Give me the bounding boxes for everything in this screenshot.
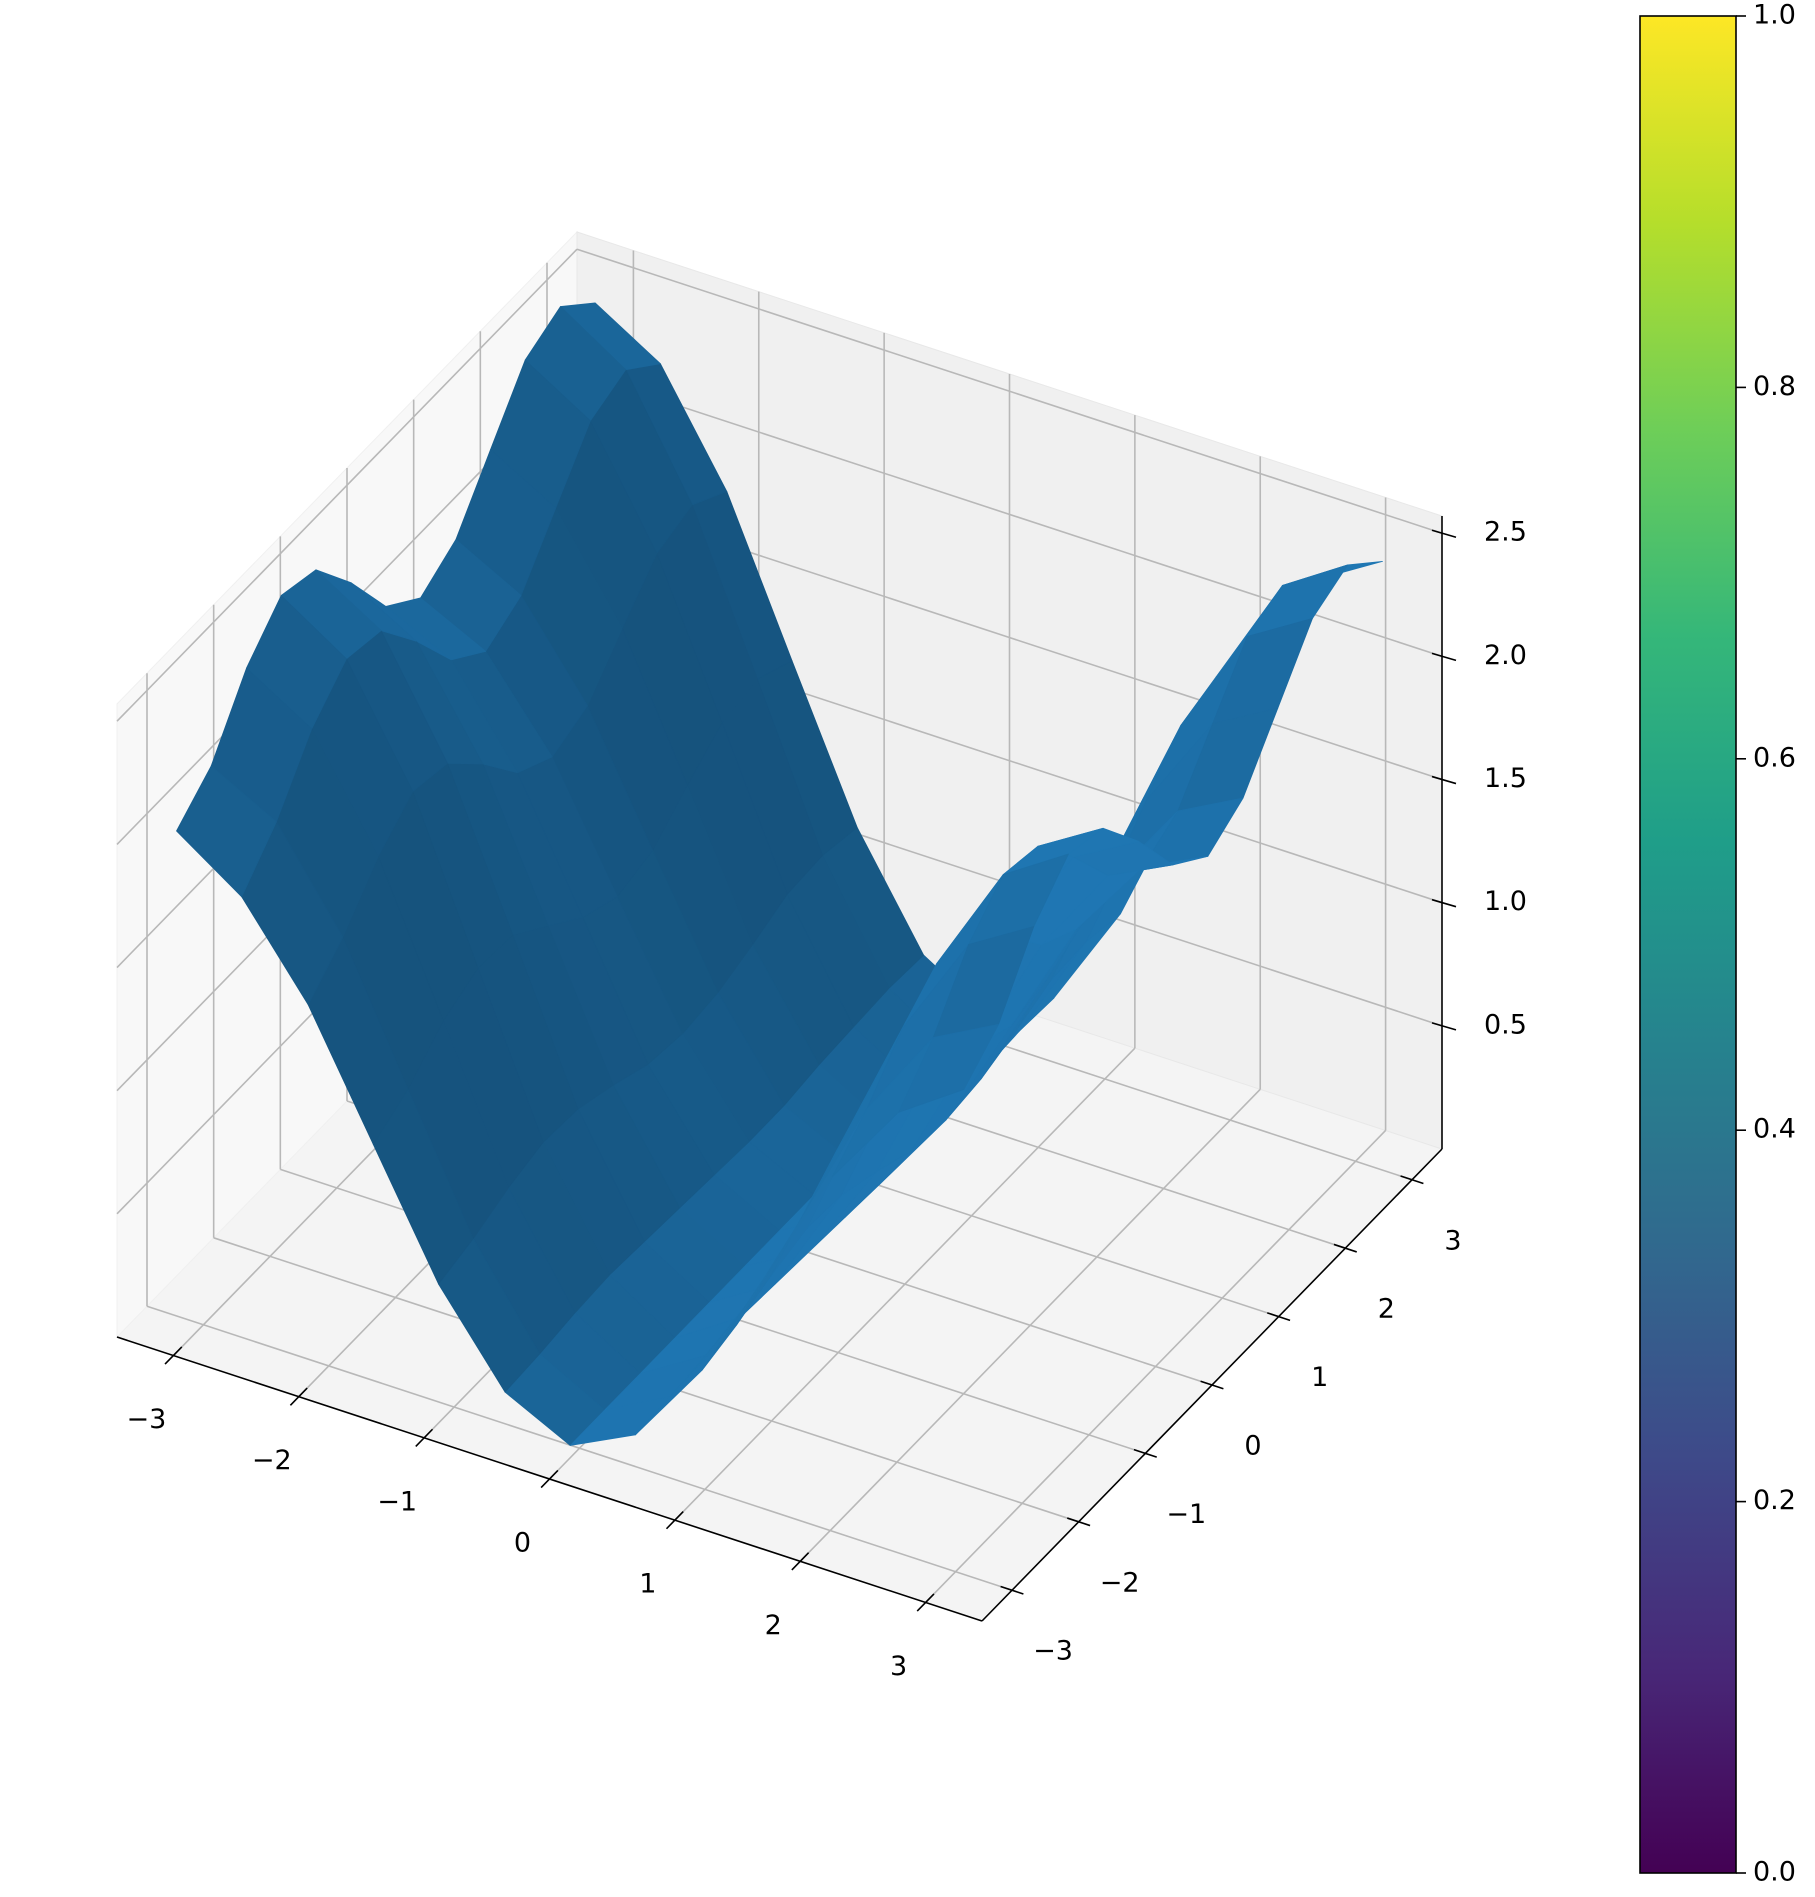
x-tick-label: 1: [639, 1569, 656, 1600]
x-tick-label: 2: [765, 1610, 782, 1641]
colorbar-tick-label: 1.0: [1753, 0, 1796, 31]
grid-line: [576, 248, 1443, 535]
y-tick-label: 2: [1378, 1294, 1395, 1325]
z-tick-label: 1.5: [1484, 763, 1527, 794]
colorbar-tick-label: 0.6: [1753, 742, 1796, 773]
y-tick-label: −1: [1166, 1499, 1206, 1530]
x-tick-label: 0: [514, 1528, 531, 1559]
x-tick: [916, 1593, 935, 1612]
z-tick-label: 1.0: [1484, 886, 1527, 917]
z-tick-label: 0.5: [1484, 1009, 1527, 1040]
y-tick-label: 0: [1244, 1431, 1261, 1462]
y-tick: [1333, 1243, 1357, 1253]
y-tick: [1000, 1585, 1024, 1595]
x-tick: [540, 1469, 559, 1489]
grid-line: [146, 1305, 1013, 1591]
colorbar-tick-label: 0.0: [1753, 1857, 1796, 1888]
y-tick: [1067, 1517, 1091, 1527]
y-tick-label: −2: [1100, 1567, 1140, 1598]
z-tick-label: 2.5: [1484, 517, 1527, 548]
grid-line: [116, 248, 578, 722]
z-tick: [1431, 652, 1457, 662]
y-tick-label: 3: [1444, 1225, 1461, 1256]
x-tick: [791, 1552, 810, 1571]
z-tick: [1431, 898, 1457, 908]
x-tick-label: −3: [127, 1404, 167, 1435]
surface-face: [176, 765, 277, 898]
y-tick: [1133, 1448, 1157, 1458]
surface: [176, 302, 1383, 1446]
x-tick-label: −1: [377, 1486, 417, 1517]
colorbar: [1639, 15, 1737, 1874]
y-tick: [1200, 1380, 1224, 1390]
z-tick-label: 2.0: [1484, 640, 1527, 671]
x-tick: [415, 1428, 434, 1447]
x-tick-label: −2: [252, 1445, 292, 1476]
x-tick: [289, 1387, 308, 1406]
y-tick: [1267, 1312, 1291, 1322]
x-tick-label: 3: [890, 1651, 907, 1682]
x-tick: [665, 1511, 684, 1530]
y-tick-label: −3: [1033, 1636, 1073, 1667]
z-tick: [1431, 529, 1457, 539]
y-tick: [1400, 1175, 1424, 1185]
z-tick: [1431, 775, 1457, 785]
x-tick: [164, 1346, 183, 1365]
y-tick-label: 1: [1311, 1362, 1328, 1393]
z-tick: [1431, 1022, 1457, 1031]
colorbar-tick-label: 0.8: [1753, 371, 1796, 402]
colorbar-tick-label: 0.2: [1753, 1485, 1796, 1516]
colorbar-tick-label: 0.4: [1753, 1114, 1796, 1145]
surface-face: [898, 1024, 999, 1113]
